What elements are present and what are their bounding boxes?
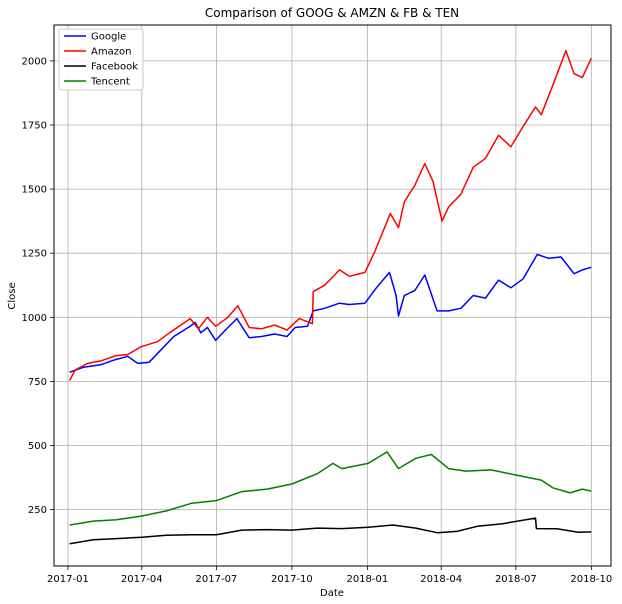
y-axis-label: Close: [7, 282, 18, 309]
x-tick-label: 2018-10: [570, 574, 612, 585]
legend-box: [58, 28, 144, 91]
y-tick-label: 250: [28, 505, 47, 516]
series-line-facebook: [69, 517, 592, 545]
series-line-amazon: [68, 49, 592, 381]
grid: [54, 25, 611, 566]
series-line-tencent: [69, 451, 592, 526]
x-tick-label: 2018-01: [346, 574, 388, 585]
x-tick-label: 2017-01: [47, 574, 89, 585]
y-tick-label: 1250: [22, 249, 47, 260]
x-tick-label: 2018-04: [420, 574, 462, 585]
y-tick-label: 1750: [22, 120, 47, 131]
plot-area-frame: [53, 24, 612, 567]
y-tick-label: 500: [28, 441, 47, 452]
y-tick-label: 750: [28, 377, 47, 388]
x-tick-label: 2018-07: [495, 574, 537, 585]
y-axis: 250 500 750 1000 1250 1500 1750 2000: [22, 56, 54, 516]
series-layer: [68, 49, 592, 545]
x-tick-label: 2017-04: [121, 574, 163, 585]
x-axis: 2017-01 2017-04 2017-07 2017-10 2018-01 2018-…: [47, 566, 612, 585]
x-tick-label: 2017-07: [196, 574, 238, 585]
y-tick-label: 1000: [22, 313, 47, 324]
x-tick-label: 2017-10: [271, 574, 313, 585]
series-line-google: [69, 253, 592, 373]
legend-label-amazon: Amazon: [91, 47, 131, 58]
chart-title: Comparison of GOOG & AMZN & FB & TEN: [205, 6, 459, 20]
y-tick-label: 1500: [22, 185, 47, 196]
legend-label-tencent: Tencent: [90, 77, 130, 88]
legend-label-google: Google: [91, 32, 126, 43]
legend-label-facebook: Facebook: [91, 62, 138, 73]
y-tick-label: 2000: [22, 56, 47, 67]
legend: Google Amazon Facebook Tencent: [58, 28, 144, 91]
x-axis-label: Date: [320, 588, 344, 599]
